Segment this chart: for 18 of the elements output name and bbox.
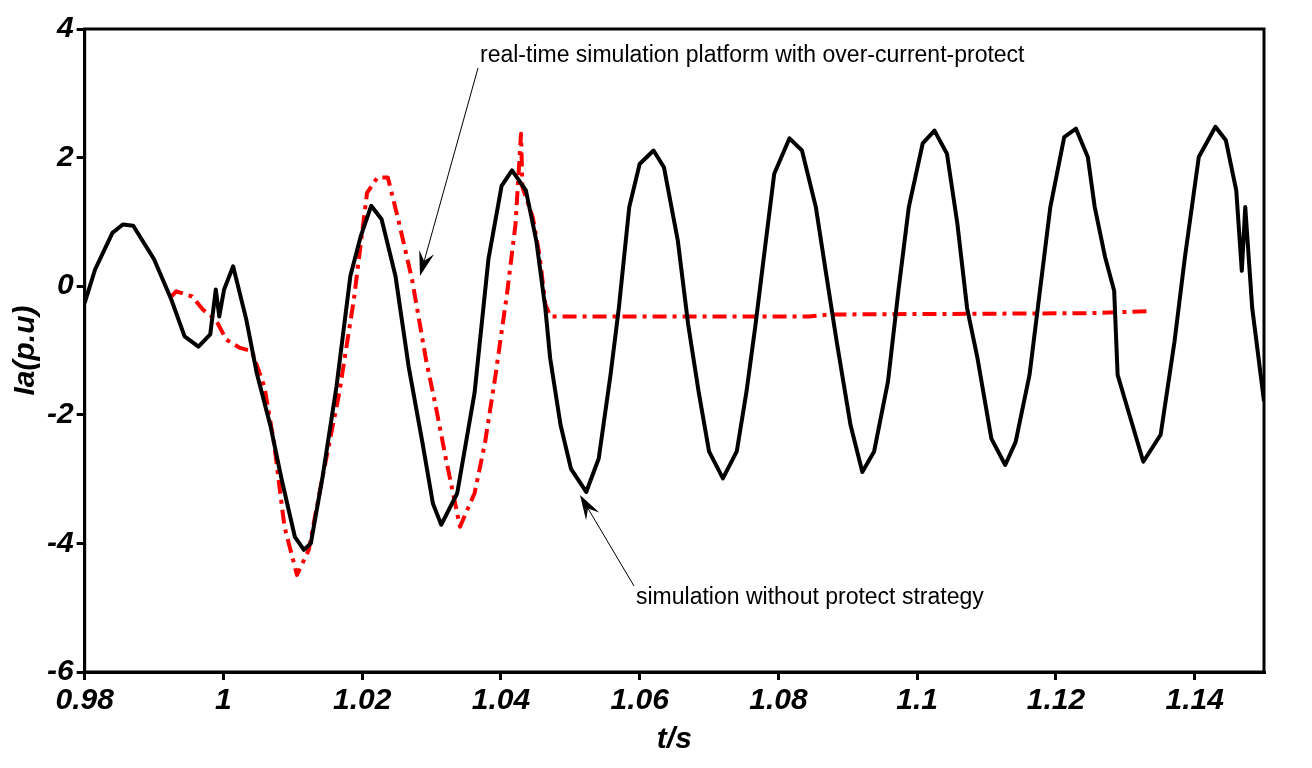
x-tick-label: 1.08 [749,682,808,716]
annotation: real-time simulation platform with over-current-protect [480,41,1026,68]
y-axis-title: Ia(p.u) [7,305,41,396]
y-tick-label: 2 [55,138,74,172]
x-tick-label: 1.12 [1026,682,1086,716]
x-tick-label: 1.02 [332,682,392,716]
y-tick-label: -2 [46,396,74,430]
y-tick-label: 4 [55,10,74,44]
annotation: simulation without protect strategy [636,583,985,610]
x-axis-title: t/s [656,721,692,755]
x-tick-label: 1.14 [1165,682,1225,716]
x-tick-label: 1.1 [896,682,938,716]
x-tick-label: 1 [215,682,232,716]
x-tick-label: 1.04 [471,682,531,716]
y-tick-label: -4 [46,524,74,558]
line-series [169,131,1149,577]
y-tick-label: 0 [56,267,74,301]
x-tick-label: 1.06 [610,682,670,716]
